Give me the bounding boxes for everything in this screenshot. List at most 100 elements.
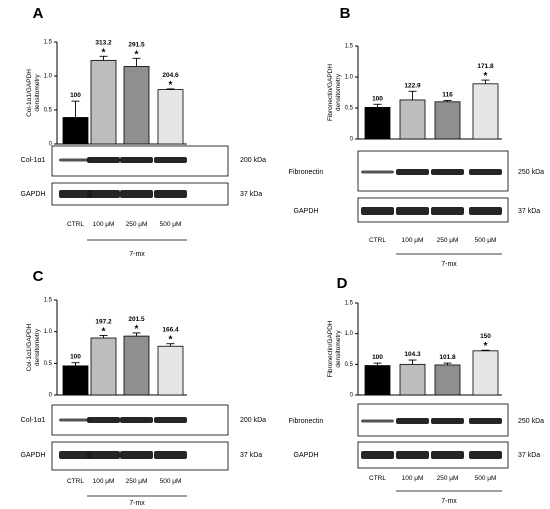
blot-protein-label: GAPDH <box>294 208 319 215</box>
blot-protein-label: Col-1α1 <box>21 157 46 164</box>
data-label: 101.8 <box>439 354 456 361</box>
bar-100m <box>399 363 426 396</box>
protein-band <box>469 418 502 424</box>
category-label: 250 μM <box>437 237 459 244</box>
category-label: 250 μM <box>126 221 148 228</box>
bar-500m <box>157 345 184 396</box>
gapdh-band <box>87 451 120 459</box>
y-tick-label: 0 <box>49 142 53 148</box>
y-tick-label: 1.0 <box>44 329 53 335</box>
protein-band <box>87 417 120 423</box>
bar-ctrl <box>62 365 89 396</box>
bar-100m <box>90 337 117 396</box>
protein-band <box>154 417 187 423</box>
data-label: 313.2 <box>95 39 112 46</box>
blot-protein-label: GAPDH <box>294 452 319 459</box>
protein-band <box>87 157 120 163</box>
panel-letter: A <box>33 5 44 22</box>
group-label: 7-mx <box>441 498 457 505</box>
gapdh-band <box>87 190 120 198</box>
category-label: 500 μM <box>475 237 497 244</box>
y-tick-label: 1.5 <box>345 44 354 50</box>
bar-ctrl <box>364 106 391 140</box>
group-label: 7-mx <box>129 500 145 507</box>
blot-size-label: 250 kDa <box>518 169 544 176</box>
protein-band <box>431 169 464 175</box>
data-label: 100 <box>70 92 81 99</box>
bar-500m <box>472 83 499 140</box>
blot-size-label: 37 kDa <box>518 452 540 459</box>
gapdh-band <box>469 207 502 215</box>
bar-250m <box>123 66 150 145</box>
significance-marker: * <box>135 324 139 335</box>
bar-250m <box>434 364 461 396</box>
protein-band <box>396 169 429 175</box>
category-label: 500 μM <box>475 475 497 482</box>
significance-marker: * <box>169 335 173 346</box>
y-axis-label-line: Fibronectin/GAPDH <box>327 320 334 377</box>
y-axis-label-line: Fibronectin/GAPDH <box>327 64 334 121</box>
y-tick-label: 1.5 <box>345 301 354 307</box>
significance-marker: * <box>135 49 139 60</box>
panel-a: A 0 0.5 1.0 1.5 Col-1α1/GAPDHdensitometry 100 *… <box>21 5 267 258</box>
y-tick-label: 1.0 <box>44 74 53 80</box>
category-label: 100 μM <box>93 221 115 228</box>
category-label: 250 μM <box>437 475 459 482</box>
gapdh-band <box>396 451 429 459</box>
bar-500m <box>472 350 499 396</box>
significance-marker: * <box>484 71 488 82</box>
category-label: 100 μM <box>402 237 424 244</box>
data-label: 104.3 <box>404 351 421 358</box>
bar-ctrl <box>62 117 89 145</box>
gapdh-band <box>120 190 153 198</box>
data-label: 204.6 <box>162 72 179 79</box>
gapdh-band <box>361 207 394 215</box>
gapdh-band <box>431 207 464 215</box>
protein-band <box>431 418 464 424</box>
protein-band <box>361 419 394 423</box>
y-tick-label: 0.5 <box>345 106 354 112</box>
protein-band <box>154 157 187 163</box>
data-label: 122.9 <box>404 82 421 89</box>
significance-marker: * <box>102 47 106 58</box>
protein-band <box>59 418 92 422</box>
significance-marker: * <box>169 80 173 91</box>
group-label: 7-mx <box>129 251 145 258</box>
bar-500m <box>157 89 184 145</box>
blot-size-label: 37 kDa <box>240 452 262 459</box>
protein-band <box>120 157 153 163</box>
gapdh-band <box>59 190 92 198</box>
y-axis-label: Col-1α1/GAPDHdensitometry <box>26 323 41 371</box>
y-tick-label: 1.0 <box>345 331 354 337</box>
significance-marker: * <box>102 326 106 337</box>
protein-band <box>59 158 92 162</box>
y-tick-label: 1.5 <box>44 40 53 46</box>
y-axis-label-line: densitometry <box>335 73 342 111</box>
group-label: 7-mx <box>441 261 457 268</box>
gapdh-band <box>469 451 502 459</box>
category-label: 500 μM <box>160 221 182 228</box>
y-axis-label-line: Col-1α1/GAPDH <box>26 69 33 117</box>
blot-size-label: 200 kDa <box>240 157 266 164</box>
data-label: 116 <box>442 92 453 99</box>
category-label: CTRL <box>67 221 84 228</box>
category-label: 250 μM <box>126 478 148 485</box>
category-label: 100 μM <box>402 475 424 482</box>
y-axis-label-line: densitometry <box>34 328 41 366</box>
y-tick-label: 0.5 <box>345 362 354 368</box>
blot-protein-label: Fibronectin <box>289 418 324 425</box>
category-label: 500 μM <box>160 478 182 485</box>
panel-letter: C <box>33 268 44 285</box>
y-tick-label: 0.5 <box>44 361 53 367</box>
data-label: 100 <box>372 354 383 361</box>
data-label: 291.5 <box>128 41 145 48</box>
y-axis-label: Fibronectin/GAPDHdensitometry <box>327 320 342 377</box>
protein-band <box>396 418 429 424</box>
bar-100m <box>90 59 117 145</box>
category-label: 100 μM <box>93 478 115 485</box>
y-tick-label: 1.5 <box>44 298 53 304</box>
panel-c: C 0 0.5 1.0 1.5 Col-1α1/GAPDHdensitometry 100 *… <box>21 268 267 507</box>
category-label: CTRL <box>369 475 386 482</box>
bar-250m <box>123 335 150 396</box>
